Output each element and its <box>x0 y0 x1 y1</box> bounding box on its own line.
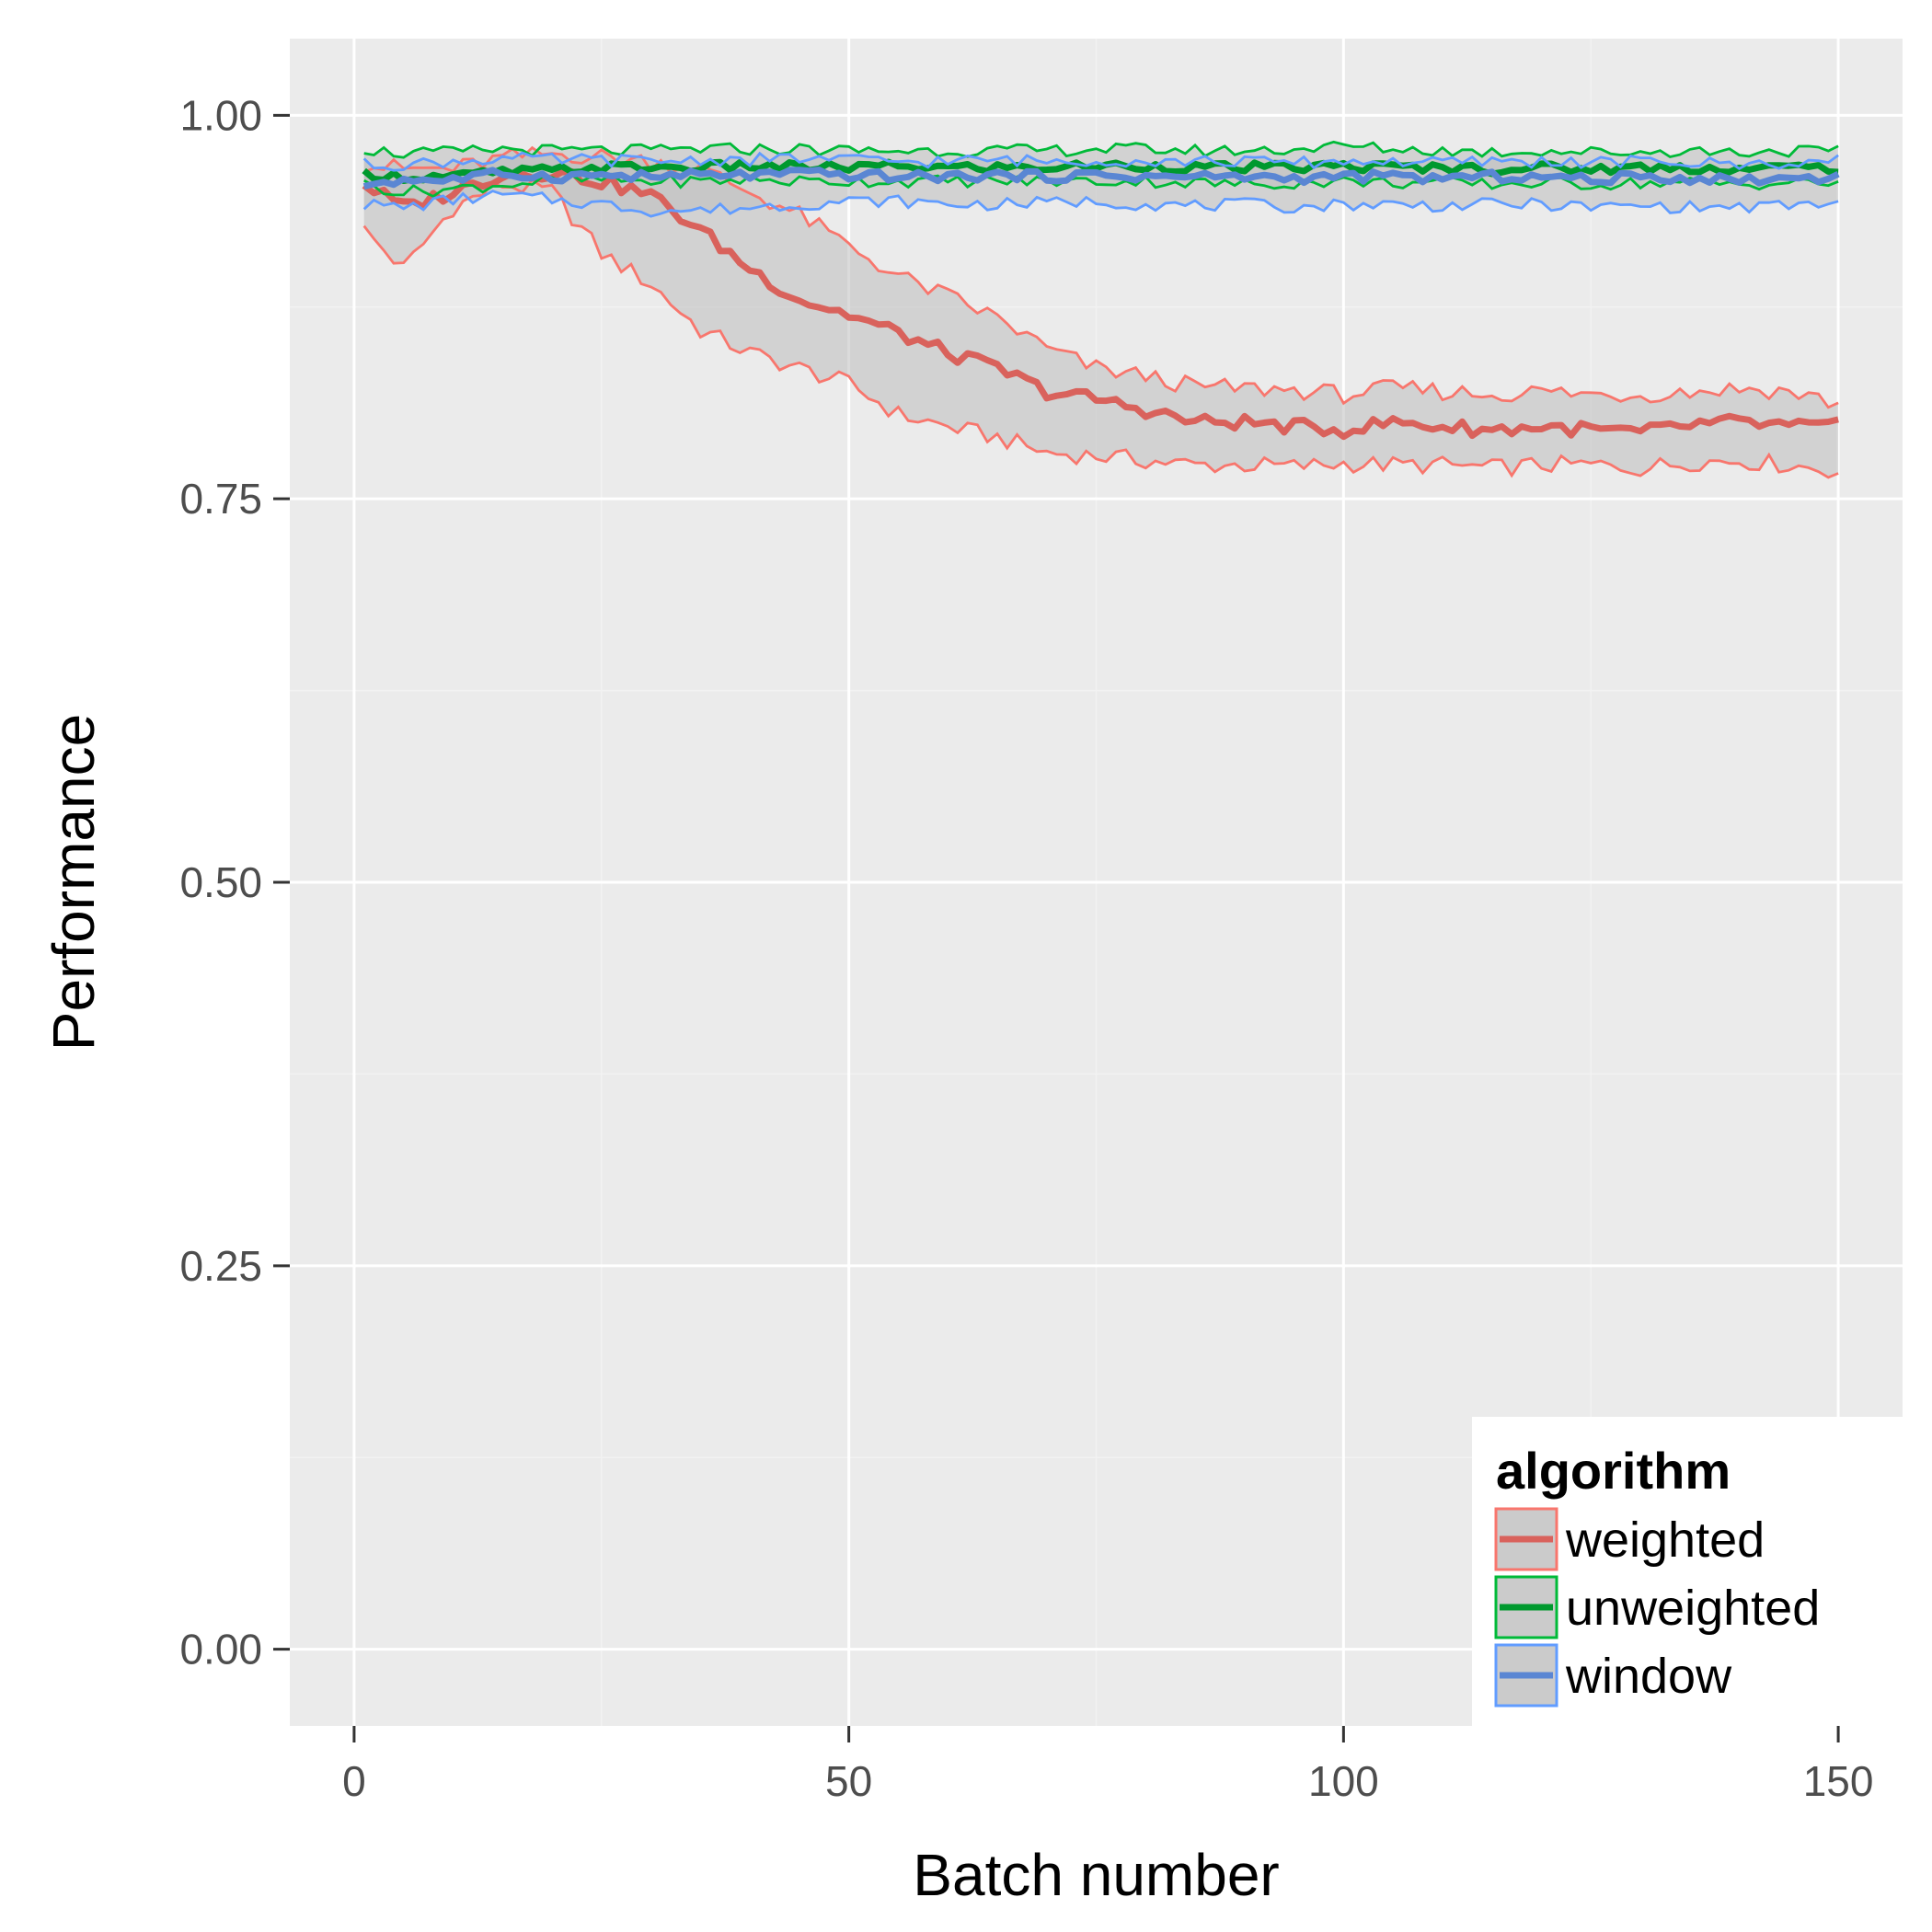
legend-entry-window: window <box>1494 1643 1732 1708</box>
major-gridlines <box>290 39 1903 1726</box>
legend-label-weighted: weighted <box>1565 1512 1765 1568</box>
x-tick-label: 0 <box>342 1757 366 1805</box>
legend: algorithm weighted unweighted window <box>1472 1417 1903 1726</box>
legend-title: algorithm <box>1496 1442 1731 1500</box>
x-axis-title: Batch number <box>913 1842 1279 1908</box>
x-tick-label: 100 <box>1308 1757 1379 1805</box>
y-tick-label: 0.25 <box>179 1242 262 1290</box>
legend-keys: weighted unweighted window <box>1494 1507 1820 1708</box>
y-axis-title: Performance <box>40 714 107 1051</box>
y-tick-label: 0.00 <box>179 1626 262 1673</box>
legend-entry-unweighted: unweighted <box>1494 1575 1820 1639</box>
ribbon-lower-edge-weighted <box>362 178 1839 479</box>
mean-line-window <box>362 167 1840 190</box>
legend-label-unweighted: unweighted <box>1566 1581 1820 1636</box>
x-tick-label: 150 <box>1803 1757 1874 1805</box>
ribbon-upper-edge-window <box>362 151 1839 172</box>
legend-entry-weighted: weighted <box>1494 1507 1765 1571</box>
y-tick-label: 0.50 <box>179 858 262 906</box>
axes: 0.00 0.25 0.50 0.75 1.00 0 50 100 150 <box>179 91 1873 1805</box>
ribbon-lower-edge-window <box>362 190 1839 218</box>
legend-label-window: window <box>1565 1649 1732 1704</box>
y-tick-label: 0.75 <box>179 475 262 523</box>
series-line-layer <box>362 140 1840 479</box>
x-tick-label: 50 <box>825 1757 872 1805</box>
y-tick-label: 1.00 <box>179 91 262 139</box>
ribbon-upper-edge-weighted <box>363 145 1839 409</box>
ribbon-upper-edge-unweighted <box>363 140 1839 159</box>
